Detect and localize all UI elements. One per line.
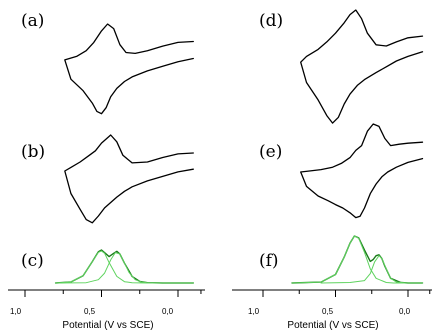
fit-component-f-2 xyxy=(320,255,423,284)
panel-label-a: (a) xyxy=(21,11,44,31)
tick-label-left-2: 0,5 xyxy=(84,307,96,316)
cv-curve-e xyxy=(300,123,424,219)
panel-label-d: (d) xyxy=(259,11,283,31)
panel-label-e: (e) xyxy=(259,142,282,162)
tick-label-left-3: 0,0 xyxy=(162,307,174,316)
tick-label-right-2: 0,5 xyxy=(322,307,334,316)
x-axis-title-right: Potential (V vs SCE) xyxy=(287,320,378,331)
cv-curve-a xyxy=(64,23,194,115)
fit-component-c-1 xyxy=(55,250,194,284)
panel-label-f: (f) xyxy=(259,251,279,271)
panel-label-b: (b) xyxy=(21,142,45,162)
fit-component-c-2 xyxy=(55,252,194,284)
tick-label-left-1: 1,0 xyxy=(10,307,22,316)
tick-label-right-3: 0,0 xyxy=(399,307,411,316)
fit-envelope-c xyxy=(54,249,195,284)
tick-marks xyxy=(24,290,431,297)
fit-component-f-1 xyxy=(291,235,423,284)
x-axis-title-left: Potential (V vs SCE) xyxy=(62,320,153,331)
cv-curve-b xyxy=(64,134,194,224)
fit-envelope-f xyxy=(291,235,424,284)
cv-curve-d xyxy=(300,9,424,124)
panel-label-c: (c) xyxy=(21,251,44,271)
plot-layer xyxy=(54,9,424,284)
tick-label-right-1: 1,0 xyxy=(248,307,260,316)
